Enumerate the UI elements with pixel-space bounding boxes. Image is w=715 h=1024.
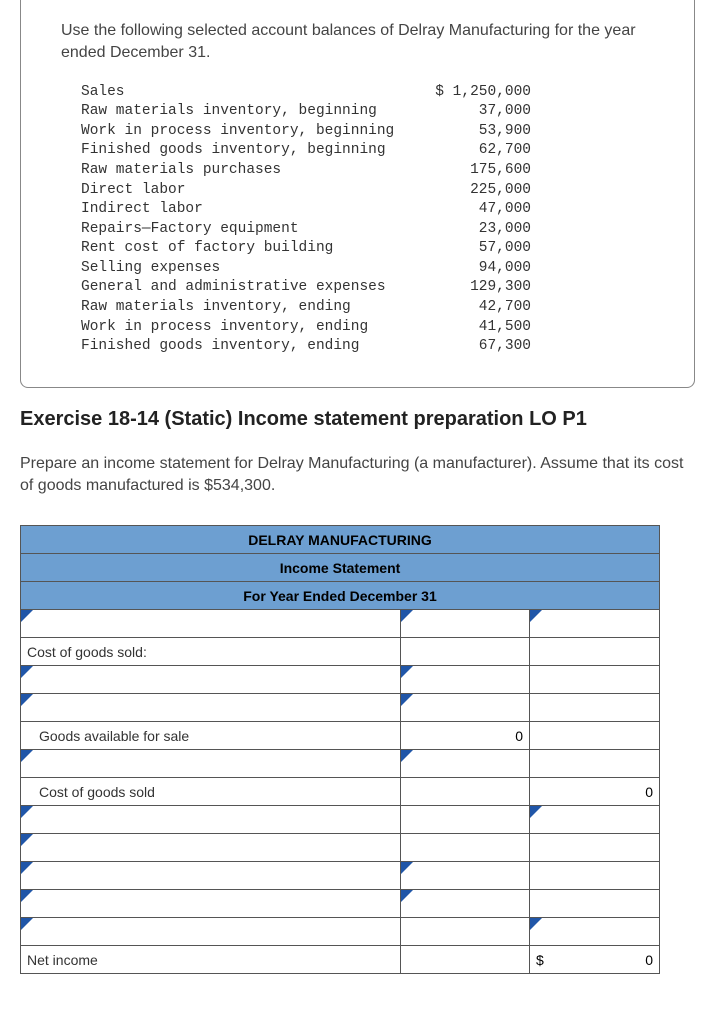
account-dropdown[interactable] bbox=[21, 666, 401, 694]
acct-value: 175,600 bbox=[421, 161, 531, 181]
table-row bbox=[21, 610, 660, 638]
acct-label: General and administrative expenses bbox=[81, 278, 421, 298]
acct-value: 53,900 bbox=[421, 122, 531, 142]
cell-blank bbox=[530, 666, 660, 694]
acct-label: Raw materials inventory, beginning bbox=[81, 102, 421, 122]
account-dropdown[interactable] bbox=[21, 918, 401, 946]
amount-input[interactable] bbox=[530, 918, 660, 946]
cogs-total-label: Cost of goods sold bbox=[21, 778, 401, 806]
table-row bbox=[21, 834, 660, 862]
acct-value: 57,000 bbox=[421, 239, 531, 259]
amount-input[interactable] bbox=[401, 890, 530, 918]
acct-label: Selling expenses bbox=[81, 259, 421, 279]
acct-value: $ 1,250,000 bbox=[421, 83, 531, 103]
table-row bbox=[21, 890, 660, 918]
amount-input[interactable] bbox=[401, 610, 530, 638]
cell-blank bbox=[401, 638, 530, 666]
cell-blank bbox=[530, 834, 660, 862]
exercise-title: Exercise 18-14 (Static) Income statement… bbox=[20, 408, 695, 431]
acct-label: Direct labor bbox=[81, 181, 421, 201]
cell-blank bbox=[530, 638, 660, 666]
table-row bbox=[21, 918, 660, 946]
acct-value: 225,000 bbox=[421, 181, 531, 201]
cell-blank bbox=[530, 890, 660, 918]
table-row bbox=[21, 806, 660, 834]
table-row bbox=[21, 750, 660, 778]
accounts-table: Sales$ 1,250,000 Raw materials inventory… bbox=[61, 83, 654, 357]
cell-blank bbox=[401, 778, 530, 806]
account-dropdown[interactable] bbox=[21, 610, 401, 638]
amount-input[interactable] bbox=[401, 750, 530, 778]
cell-blank bbox=[401, 806, 530, 834]
acct-label: Finished goods inventory, beginning bbox=[81, 141, 421, 161]
problem-intro: Use the following selected account balan… bbox=[61, 20, 654, 65]
cell-blank bbox=[530, 722, 660, 750]
acct-value: 129,300 bbox=[421, 278, 531, 298]
cell-blank bbox=[401, 834, 530, 862]
goods-available-label: Goods available for sale bbox=[21, 722, 401, 750]
acct-value: 47,000 bbox=[421, 200, 531, 220]
acct-value: 42,700 bbox=[421, 298, 531, 318]
acct-value: 62,700 bbox=[421, 141, 531, 161]
cell-blank bbox=[401, 946, 530, 974]
cell-blank bbox=[530, 694, 660, 722]
cell-blank bbox=[401, 918, 530, 946]
table-row: Cost of goods sold 0 bbox=[21, 778, 660, 806]
table-row bbox=[21, 694, 660, 722]
acct-value: 41,500 bbox=[421, 318, 531, 338]
table-row bbox=[21, 666, 660, 694]
acct-label: Sales bbox=[81, 83, 421, 103]
acct-value: 37,000 bbox=[421, 102, 531, 122]
account-dropdown[interactable] bbox=[21, 750, 401, 778]
acct-value: 94,000 bbox=[421, 259, 531, 279]
amount-input[interactable] bbox=[401, 694, 530, 722]
amount-input[interactable] bbox=[401, 666, 530, 694]
goods-available-value: 0 bbox=[401, 722, 530, 750]
account-dropdown[interactable] bbox=[21, 862, 401, 890]
net-income-value: $0 bbox=[530, 946, 660, 974]
ws-header-title: Income Statement bbox=[21, 554, 660, 582]
acct-label: Finished goods inventory, ending bbox=[81, 337, 421, 357]
net-income-label: Net income bbox=[21, 946, 401, 974]
acct-label: Indirect labor bbox=[81, 200, 421, 220]
account-dropdown[interactable] bbox=[21, 890, 401, 918]
cogs-total-value: 0 bbox=[530, 778, 660, 806]
cogs-section-label: Cost of goods sold: bbox=[21, 638, 401, 666]
acct-value: 67,300 bbox=[421, 337, 531, 357]
acct-label: Raw materials purchases bbox=[81, 161, 421, 181]
cell-blank bbox=[530, 750, 660, 778]
acct-label: Rent cost of factory building bbox=[81, 239, 421, 259]
account-dropdown[interactable] bbox=[21, 834, 401, 862]
table-row: Goods available for sale 0 bbox=[21, 722, 660, 750]
cell-blank bbox=[530, 862, 660, 890]
amount-input[interactable] bbox=[401, 862, 530, 890]
income-statement-worksheet: DELRAY MANUFACTURING Income Statement Fo… bbox=[20, 525, 660, 974]
table-row: Net income $0 bbox=[21, 946, 660, 974]
acct-value: 23,000 bbox=[421, 220, 531, 240]
ws-header-period: For Year Ended December 31 bbox=[21, 582, 660, 610]
acct-label: Raw materials inventory, ending bbox=[81, 298, 421, 318]
amount-input[interactable] bbox=[530, 610, 660, 638]
problem-container: Use the following selected account balan… bbox=[20, 0, 695, 388]
amount-input[interactable] bbox=[530, 806, 660, 834]
account-dropdown[interactable] bbox=[21, 806, 401, 834]
acct-label: Work in process inventory, ending bbox=[81, 318, 421, 338]
acct-label: Work in process inventory, beginning bbox=[81, 122, 421, 142]
account-dropdown[interactable] bbox=[21, 694, 401, 722]
table-row: Cost of goods sold: bbox=[21, 638, 660, 666]
table-row bbox=[21, 862, 660, 890]
acct-label: Repairs—Factory equipment bbox=[81, 220, 421, 240]
exercise-instruction: Prepare an income statement for Delray M… bbox=[20, 453, 695, 498]
ws-header-company: DELRAY MANUFACTURING bbox=[21, 526, 660, 554]
